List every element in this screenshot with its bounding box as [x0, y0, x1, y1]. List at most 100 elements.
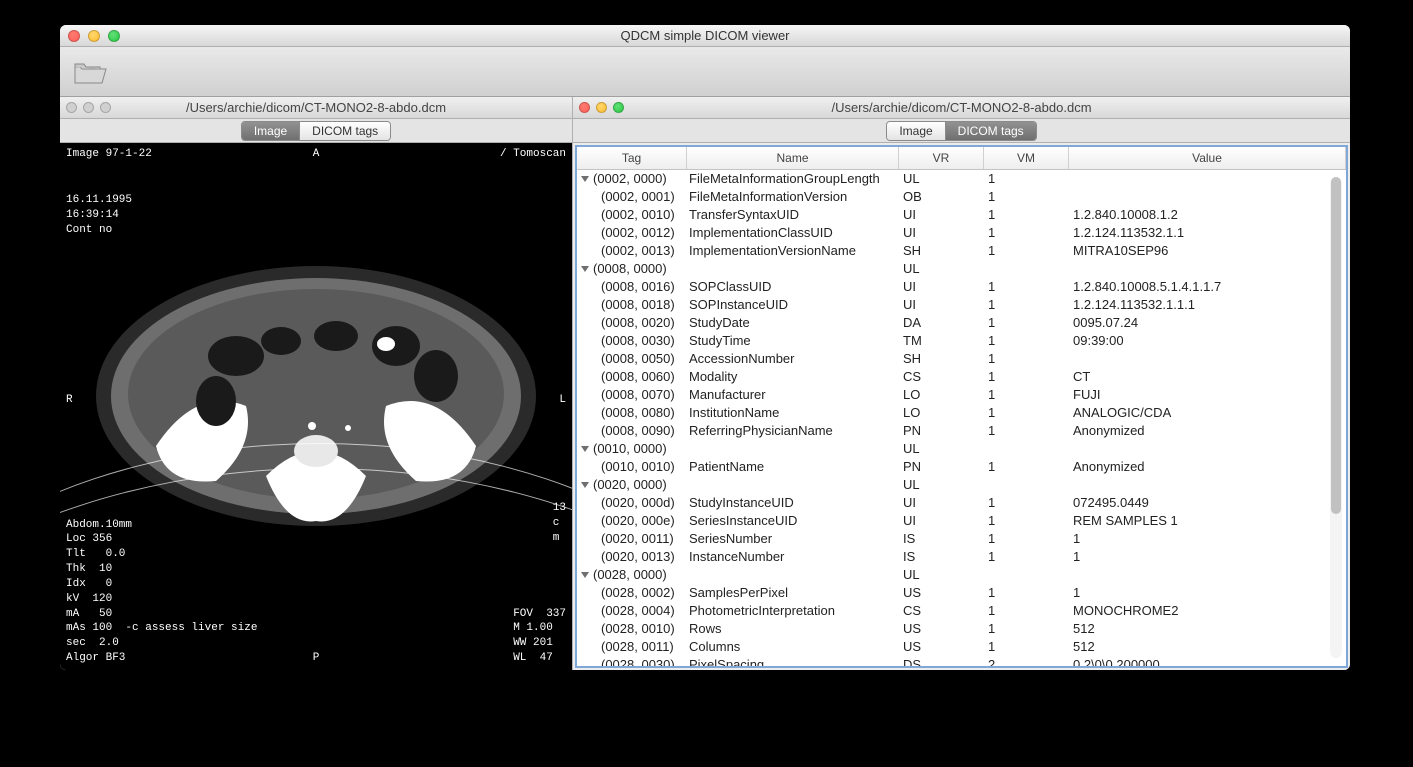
table-row[interactable]: (0002, 0001)FileMetaInformationVersionOB…: [577, 188, 1346, 206]
tab-image[interactable]: Image: [887, 122, 944, 140]
cell-tag: (0028, 0000): [577, 566, 687, 584]
cell-tag: (0008, 0016): [577, 278, 687, 296]
overlay-anterior: A: [313, 147, 320, 162]
table-row[interactable]: (0020, 000d)StudyInstanceUIDUI1072495.04…: [577, 494, 1346, 512]
table-row[interactable]: (0002, 0013)ImplementationVersionNameSH1…: [577, 242, 1346, 260]
table-row[interactable]: (0010, 0010)PatientNamePN1Anonymized: [577, 458, 1346, 476]
close-icon[interactable]: [68, 30, 80, 42]
open-file-button[interactable]: [70, 54, 110, 90]
table-row[interactable]: (0008, 0020)StudyDateDA10095.07.24: [577, 314, 1346, 332]
cell-vm: 1: [984, 206, 1069, 224]
table-row[interactable]: (0028, 0004)PhotometricInterpretationCS1…: [577, 602, 1346, 620]
table-row[interactable]: (0008, 0030)StudyTimeTM109:39:00: [577, 332, 1346, 350]
cell-vr: SH: [899, 350, 984, 368]
cell-value: 0.2\0\0.200000: [1069, 656, 1346, 666]
dicom-tags-table[interactable]: Tag Name VR VM Value (0002, 0000)FileMet…: [575, 145, 1348, 668]
cell-value: REM SAMPLES 1: [1069, 512, 1346, 530]
close-icon[interactable]: [66, 102, 77, 113]
cell-value: FUJI: [1069, 386, 1346, 404]
cell-vm: 1: [984, 584, 1069, 602]
table-row[interactable]: (0028, 0030)PixelSpacingDS20.2\0\0.20000…: [577, 656, 1346, 666]
dicom-image-viewport[interactable]: Image 97-1-22 A / Tomoscan 16.11.1995 16…: [60, 143, 572, 670]
close-icon[interactable]: [579, 102, 590, 113]
table-row[interactable]: (0002, 0012)ImplementationClassUIDUI11.2…: [577, 224, 1346, 242]
cell-name: ImplementationClassUID: [687, 224, 899, 242]
cell-name: Rows: [687, 620, 899, 638]
cell-vm: 1: [984, 278, 1069, 296]
tab-dicom-tags[interactable]: DICOM tags: [299, 122, 390, 140]
cell-vr: UI: [899, 512, 984, 530]
tab-dicom-tags[interactable]: DICOM tags: [945, 122, 1036, 140]
left-pane-titlebar: /Users/archie/dicom/CT-MONO2-8-abdo.dcm: [60, 97, 572, 119]
table-row[interactable]: (0008, 0050)AccessionNumberSH1: [577, 350, 1346, 368]
cell-value: Anonymized: [1069, 458, 1346, 476]
zoom-icon[interactable]: [100, 102, 111, 113]
tab-image[interactable]: Image: [242, 122, 299, 140]
table-row[interactable]: (0028, 0000)UL: [577, 566, 1346, 584]
cell-tag: (0008, 0018): [577, 296, 687, 314]
cell-value: 1: [1069, 530, 1346, 548]
cell-name: PixelSpacing: [687, 656, 899, 666]
cell-value: 072495.0449: [1069, 494, 1346, 512]
cell-tag: (0028, 0030): [577, 656, 687, 666]
cell-vr: PN: [899, 458, 984, 476]
table-row[interactable]: (0008, 0018)SOPInstanceUIDUI11.2.124.113…: [577, 296, 1346, 314]
table-row[interactable]: (0020, 0000)UL: [577, 476, 1346, 494]
vertical-scrollbar[interactable]: [1330, 177, 1342, 658]
zoom-icon[interactable]: [108, 30, 120, 42]
cell-tag: (0002, 0012): [577, 224, 687, 242]
table-row[interactable]: (0010, 0000)UL: [577, 440, 1346, 458]
cell-vm: 1: [984, 386, 1069, 404]
zoom-icon[interactable]: [613, 102, 624, 113]
table-row[interactable]: (0008, 0000)UL: [577, 260, 1346, 278]
col-header-name[interactable]: Name: [687, 147, 899, 169]
table-row[interactable]: (0028, 0002)SamplesPerPixelUS11: [577, 584, 1346, 602]
right-tabs: Image DICOM tags: [573, 119, 1350, 143]
cell-tag: (0028, 0002): [577, 584, 687, 602]
table-row[interactable]: (0020, 0011)SeriesNumberIS11: [577, 530, 1346, 548]
overlay-left-marker: L: [559, 393, 566, 408]
col-header-vm[interactable]: VM: [984, 147, 1069, 169]
table-row[interactable]: (0028, 0010)RowsUS1512: [577, 620, 1346, 638]
table-row[interactable]: (0008, 0016)SOPClassUIDUI11.2.840.10008.…: [577, 278, 1346, 296]
table-row[interactable]: (0008, 0070)ManufacturerLO1FUJI: [577, 386, 1346, 404]
table-row[interactable]: (0008, 0060)ModalityCS1CT: [577, 368, 1346, 386]
cell-tag: (0028, 0011): [577, 638, 687, 656]
scrollbar-thumb[interactable]: [1331, 177, 1341, 514]
overlay-right-marker: R: [66, 393, 73, 408]
table-row[interactable]: (0002, 0000)FileMetaInformationGroupLeng…: [577, 170, 1346, 188]
disclosure-triangle-icon[interactable]: [581, 572, 589, 578]
cell-tag: (0002, 0000): [577, 170, 687, 188]
cell-vm: 1: [984, 242, 1069, 260]
main-titlebar: QDCM simple DICOM viewer: [60, 25, 1350, 47]
tags-body[interactable]: (0002, 0000)FileMetaInformationGroupLeng…: [577, 170, 1346, 666]
cell-value: MITRA10SEP96: [1069, 242, 1346, 260]
cell-vm: 1: [984, 422, 1069, 440]
cell-vm: 1: [984, 494, 1069, 512]
table-row[interactable]: (0020, 0013)InstanceNumberIS11: [577, 548, 1346, 566]
table-row[interactable]: (0020, 000e)SeriesInstanceUIDUI1REM SAMP…: [577, 512, 1346, 530]
cell-vr: IS: [899, 530, 984, 548]
cell-vm: 1: [984, 512, 1069, 530]
table-row[interactable]: (0028, 0011)ColumnsUS1512: [577, 638, 1346, 656]
cell-value: 1.2.124.113532.1.1: [1069, 224, 1346, 242]
minimize-icon[interactable]: [596, 102, 607, 113]
minimize-icon[interactable]: [83, 102, 94, 113]
cell-tag: (0008, 0070): [577, 386, 687, 404]
disclosure-triangle-icon[interactable]: [581, 266, 589, 272]
cell-vr: DA: [899, 314, 984, 332]
disclosure-triangle-icon[interactable]: [581, 482, 589, 488]
table-row[interactable]: (0008, 0090)ReferringPhysicianNamePN1Ano…: [577, 422, 1346, 440]
cell-name: Manufacturer: [687, 386, 899, 404]
col-header-tag[interactable]: Tag: [577, 147, 687, 169]
cell-vr: UI: [899, 224, 984, 242]
col-header-vr[interactable]: VR: [899, 147, 984, 169]
minimize-icon[interactable]: [88, 30, 100, 42]
disclosure-triangle-icon[interactable]: [581, 176, 589, 182]
table-row[interactable]: (0002, 0010)TransferSyntaxUIDUI11.2.840.…: [577, 206, 1346, 224]
cell-value: 0095.07.24: [1069, 314, 1346, 332]
table-row[interactable]: (0008, 0080)InstitutionNameLO1ANALOGIC/C…: [577, 404, 1346, 422]
disclosure-triangle-icon[interactable]: [581, 446, 589, 452]
right-pane-titlebar: /Users/archie/dicom/CT-MONO2-8-abdo.dcm: [573, 97, 1350, 119]
col-header-value[interactable]: Value: [1069, 147, 1346, 169]
